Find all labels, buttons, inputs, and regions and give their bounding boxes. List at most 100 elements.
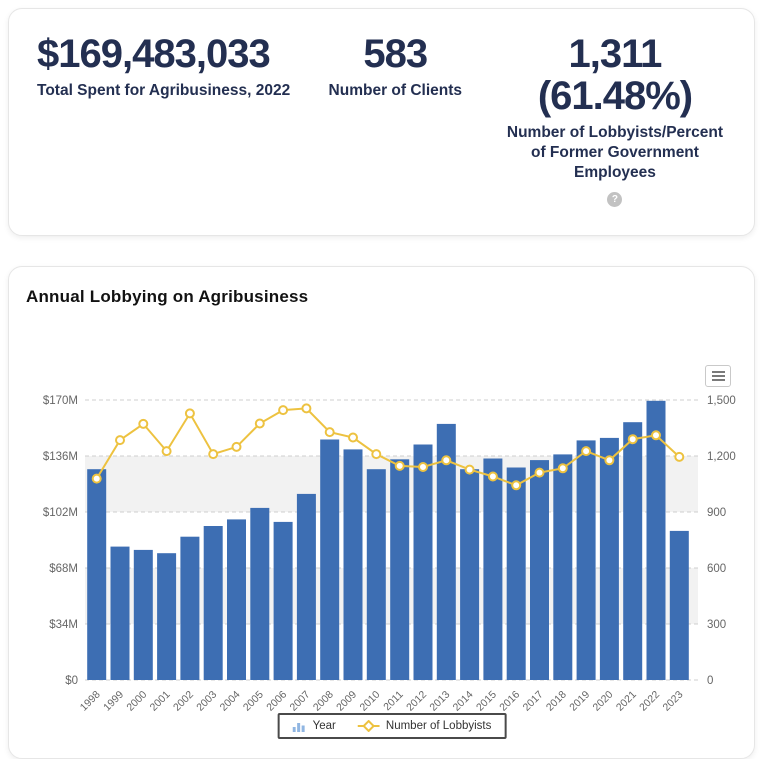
- right-axis-label: 1,200: [707, 451, 736, 463]
- bar-2006: [273, 521, 293, 680]
- bar-2007: [296, 493, 316, 680]
- x-axis-label-2004: 2004: [218, 689, 243, 714]
- x-axis-label-1999: 1999: [101, 689, 126, 714]
- x-axis-label-2018: 2018: [544, 689, 569, 714]
- lobbyists-point-2023: [674, 451, 685, 462]
- x-axis-label-2001: 2001: [148, 689, 173, 714]
- bar-2001: [157, 553, 177, 680]
- lobbyists-point-2006: [278, 405, 289, 416]
- right-axis-label: 1,500: [707, 395, 736, 407]
- x-axis-label-2020: 2020: [591, 689, 616, 714]
- x-axis-label-2013: 2013: [427, 689, 452, 714]
- legend-label: Number of Lobbyists: [385, 720, 492, 732]
- lobbyists-point-2008: [324, 427, 335, 438]
- left-axis-label: $102M: [43, 507, 78, 519]
- bar-2010: [366, 469, 386, 680]
- question-mark-icon[interactable]: ?: [607, 192, 623, 208]
- chart-title: Annual Lobbying on Agribusiness: [26, 287, 309, 306]
- bar-2008: [320, 439, 340, 680]
- bar-2021: [623, 422, 643, 680]
- bar-2000: [133, 549, 153, 680]
- x-axis-label-2003: 2003: [194, 689, 219, 714]
- summary-stats-card: $169,483,033 Total Spent for Agribusines…: [8, 8, 755, 236]
- lobbyists-label: Number of Lobbyists/Percent of Former Go…: [506, 124, 724, 182]
- lobbyists-point-2017: [534, 467, 545, 478]
- lobbyists-point-2016: [511, 480, 522, 491]
- lobbyists-point-2009: [348, 432, 358, 443]
- lobbyists-point-2010: [371, 449, 382, 460]
- lobbyists-point-2019: [581, 446, 592, 457]
- right-axis-label: 300: [707, 619, 726, 631]
- lobbyists-point-2011: [394, 460, 405, 471]
- bar-2009: [343, 449, 363, 680]
- lobbyists-point-2001: [161, 446, 172, 457]
- bar-2014: [460, 469, 480, 680]
- x-axis-label-2016: 2016: [497, 689, 522, 714]
- x-axis-label-2021: 2021: [614, 689, 639, 714]
- x-axis-label-2006: 2006: [264, 689, 289, 714]
- bar-2012: [413, 444, 433, 680]
- x-axis-label-2002: 2002: [171, 689, 196, 714]
- x-axis-label-2012: 2012: [404, 689, 429, 714]
- x-axis-label-2009: 2009: [334, 689, 359, 714]
- right-axis-label: 600: [707, 563, 726, 575]
- lobbyists-point-2018: [557, 463, 568, 474]
- legend-item-year[interactable]: Year: [292, 720, 336, 732]
- lobbyists-value: 1,311: [568, 32, 663, 76]
- lobbyists-point-2021: [627, 434, 638, 445]
- stat-number-of-clients: 583 Number of Clients: [313, 33, 478, 235]
- x-axis-label-2000: 2000: [124, 689, 149, 714]
- bar-1998: [87, 469, 107, 680]
- x-axis-label-2010: 2010: [357, 689, 382, 714]
- legend-item-number-of-lobbyists[interactable]: Number of Lobbyists: [357, 720, 492, 732]
- bar-2023: [669, 530, 689, 680]
- bar-2020: [599, 437, 619, 680]
- lobbyists-point-1999: [115, 435, 125, 446]
- right-axis-label: 900: [707, 507, 726, 519]
- chart-legend: Year Number of Lobbyists: [277, 713, 507, 739]
- left-axis-label: $34M: [49, 619, 78, 631]
- right-axis-label: 0: [707, 675, 713, 687]
- bar-2002: [180, 536, 200, 680]
- lobbyists-point-2020: [604, 455, 615, 466]
- lobbyists-point-2012: [418, 462, 428, 472]
- lobbyists-point-2005: [254, 418, 265, 429]
- bar-2018: [553, 454, 573, 680]
- x-axis-label-2007: 2007: [288, 689, 313, 714]
- line-marker-icon: [357, 720, 380, 732]
- export-menu-button[interactable]: [705, 365, 731, 387]
- clients-value: 583: [363, 32, 428, 76]
- lobbyists-point-2014: [464, 464, 475, 475]
- lobbyists-percent-value: (61.48%): [537, 74, 693, 118]
- bar-2022: [646, 400, 666, 680]
- x-axis-label-2022: 2022: [637, 689, 662, 714]
- lobbyists-point-2003: [208, 449, 219, 460]
- lobbyists-point-2022: [651, 430, 661, 441]
- left-axis-label: $170M: [43, 395, 78, 407]
- stat-total-spent: $169,483,033 Total Spent for Agribusines…: [37, 33, 313, 235]
- clients-label: Number of Clients: [328, 82, 463, 99]
- bar-2017: [530, 460, 549, 680]
- lobbyists-point-1998: [91, 473, 102, 484]
- bar-2003: [203, 526, 223, 680]
- lobbyists-point-2007: [301, 403, 312, 414]
- left-axis-label: $136M: [43, 451, 78, 463]
- left-axis-label: $0: [65, 675, 78, 687]
- annual-lobbying-chart: $0 $34M $68M $102M $136M $170M 0 300 600 900 1,200…: [43, 395, 736, 714]
- bar-2005: [250, 507, 270, 680]
- bar-1999: [110, 546, 130, 680]
- bar-2019: [576, 440, 596, 680]
- x-axis-label-2023: 2023: [660, 689, 685, 714]
- stat-number-of-lobbyists: 1,311 (61.48%) Number of Lobbyists/Perce…: [478, 33, 726, 235]
- legend-label: Year: [312, 720, 336, 732]
- total-spent-label: Total Spent for Agribusiness, 2022: [37, 82, 291, 99]
- bar-2016: [506, 467, 526, 680]
- lobbyists-point-2000: [138, 418, 149, 429]
- bar-2013: [436, 423, 456, 680]
- bar-2015: [483, 458, 503, 680]
- total-spent-value: $169,483,033: [37, 32, 271, 76]
- bar-2011: [390, 459, 410, 680]
- x-axis-label-2005: 2005: [241, 689, 266, 714]
- x-axis-label-2011: 2011: [381, 689, 406, 714]
- x-axis-label-2017: 2017: [521, 689, 546, 714]
